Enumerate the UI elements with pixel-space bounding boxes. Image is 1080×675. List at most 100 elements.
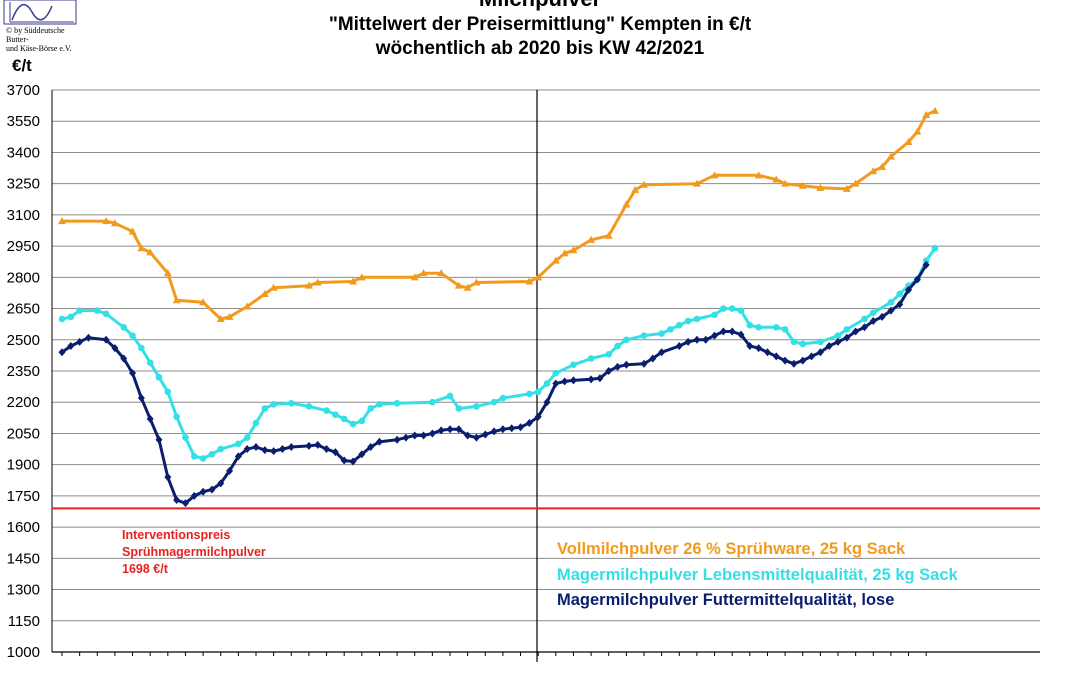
y-tick-label: 2200 [7,394,40,411]
data-point [76,337,84,346]
data-point [146,359,154,366]
legend-entry-lebensmittel: Magermilchpulver Lebensmittelqualität, 2… [557,566,958,584]
data-point [252,442,260,451]
data-point [604,231,613,239]
data-point [623,336,630,344]
data-point [437,426,445,435]
data-point [587,235,596,243]
data-point [543,398,551,407]
data-point [304,281,313,289]
data-point [102,310,110,318]
data-point [772,175,781,183]
data-point [472,278,481,286]
data-point [640,359,648,368]
data-point [817,338,824,346]
data-point [393,399,401,407]
data-point [332,411,339,419]
data-point [693,315,701,323]
data-point [561,377,569,386]
data-point [560,249,569,257]
data-point [878,312,886,321]
intervention-label: Interventionspreis Sprühmagermilchpulver… [122,527,266,578]
data-point [340,456,348,465]
data-point [340,415,348,423]
logo-copyright: © by Süddeutsche Butter- und Käse-Börse … [6,26,78,53]
data-point [173,496,181,505]
data-point [67,313,75,321]
data-point [243,445,251,454]
series-0 [58,106,939,322]
data-point [834,332,842,339]
data-point [358,417,366,425]
y-tick-label: 3250 [7,176,40,193]
data-point [331,448,339,457]
y-tick-label: 2650 [7,301,40,318]
data-point [270,401,277,408]
data-point [834,337,842,346]
data-point [429,398,436,406]
data-point [252,419,260,427]
data-point [278,445,286,454]
logo: © by Süddeutsche Butter- und Käse-Börse … [2,0,78,53]
data-point [693,335,701,344]
y-tick-label: 2950 [7,238,40,255]
data-point [737,307,745,314]
data-point [913,127,922,135]
data-point [305,403,313,410]
data-point [499,425,507,434]
data-point [499,394,507,402]
data-point [235,440,242,448]
data-point [692,179,701,187]
y-tick-label: 2050 [7,425,40,442]
data-point [896,300,904,309]
data-point [517,423,525,432]
data-point [402,433,410,442]
y-tick-label: 2800 [7,269,40,286]
data-point [746,342,754,351]
data-point [367,405,374,412]
data-point [887,299,895,306]
data-point [217,479,225,488]
y-tick-label: 1600 [7,519,40,536]
data-point [675,321,683,329]
data-point [869,309,877,317]
data-point [525,419,533,428]
data-point [190,491,198,500]
data-point [799,356,807,365]
data-point [534,273,543,281]
data-point [534,388,542,396]
data-point [658,330,665,337]
data-point [208,485,216,494]
data-point [675,342,683,351]
data-point [463,283,472,291]
y-tick-label: 1750 [7,488,40,505]
data-point [737,330,745,339]
y-tick-label: 2500 [7,332,40,349]
data-point [684,337,692,346]
data-point [781,356,789,365]
data-point [216,314,225,322]
data-point [808,352,816,361]
x-label-2021: 2021 [778,673,823,675]
data-point [410,273,419,281]
data-point [684,317,692,325]
data-point [843,333,851,342]
data-point [746,321,754,329]
data-point [886,152,895,160]
data-point [323,445,331,454]
data-point [860,323,868,332]
data-point [622,360,630,369]
data-point [367,442,375,451]
data-point [931,244,939,252]
data-point [120,354,128,363]
data-point [260,289,269,297]
data-point [719,327,727,336]
data-point [137,244,146,252]
chart-subtitle: wöchentlich ab 2020 bis KW 42/2021 [375,38,705,59]
data-point [146,414,154,423]
data-point [798,181,807,189]
data-point [111,344,119,353]
data-point [358,450,366,459]
data-point [658,348,666,357]
data-point [349,457,357,466]
